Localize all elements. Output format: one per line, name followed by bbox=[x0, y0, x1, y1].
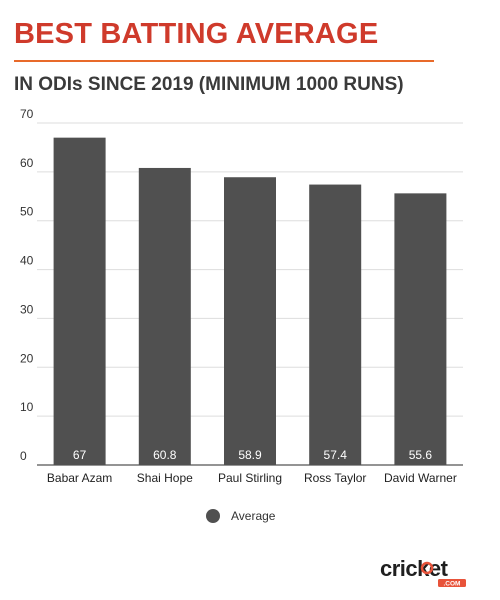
data-label: 55.6 bbox=[409, 448, 433, 462]
legend-label: Average bbox=[231, 509, 276, 523]
y-tick-label: 40 bbox=[20, 254, 34, 268]
data-labels: 67 60.8 58.9 57.4 55.6 bbox=[73, 448, 432, 462]
y-axis-ticks: 0 10 20 30 40 50 60 70 bbox=[20, 107, 34, 463]
y-tick-label: 50 bbox=[20, 205, 34, 219]
data-label: 67 bbox=[73, 448, 87, 462]
x-tick-label: David Warner bbox=[384, 471, 457, 485]
y-tick-label: 0 bbox=[20, 449, 27, 463]
data-label: 58.9 bbox=[238, 448, 262, 462]
bar bbox=[224, 177, 276, 465]
data-label: 60.8 bbox=[153, 448, 177, 462]
x-tick-label: Ross Taylor bbox=[304, 471, 366, 485]
data-label: 57.4 bbox=[324, 448, 348, 462]
y-tick-label: 70 bbox=[20, 107, 34, 121]
y-tick-label: 10 bbox=[20, 400, 34, 414]
chart-subtitle: IN ODIs SINCE 2019 (MINIMUM 1000 RUNS) bbox=[14, 74, 404, 95]
legend-swatch bbox=[206, 509, 220, 523]
bar bbox=[394, 193, 447, 465]
x-tick-label: Shai Hope bbox=[137, 471, 193, 485]
y-tick-label: 60 bbox=[20, 156, 34, 170]
x-tick-label: Paul Stirling bbox=[218, 471, 282, 485]
x-tick-label: Babar Azam bbox=[47, 471, 112, 485]
chart-title: BEST BATTING AVERAGE bbox=[14, 18, 379, 50]
y-tick-label: 30 bbox=[20, 302, 34, 316]
y-tick-label: 20 bbox=[20, 351, 34, 365]
bars bbox=[53, 137, 447, 465]
svg-text:.COM: .COM bbox=[444, 581, 461, 588]
bar bbox=[138, 167, 191, 465]
svg-text:cricket: cricket bbox=[380, 556, 449, 581]
x-axis-labels: Babar Azam Shai Hope Paul Stirling Ross Tay… bbox=[47, 471, 457, 485]
legend: Average bbox=[206, 509, 275, 523]
bar bbox=[309, 184, 362, 465]
title-divider bbox=[14, 60, 434, 62]
brand-logo: cricket .COM bbox=[380, 556, 466, 588]
bar bbox=[53, 137, 106, 465]
